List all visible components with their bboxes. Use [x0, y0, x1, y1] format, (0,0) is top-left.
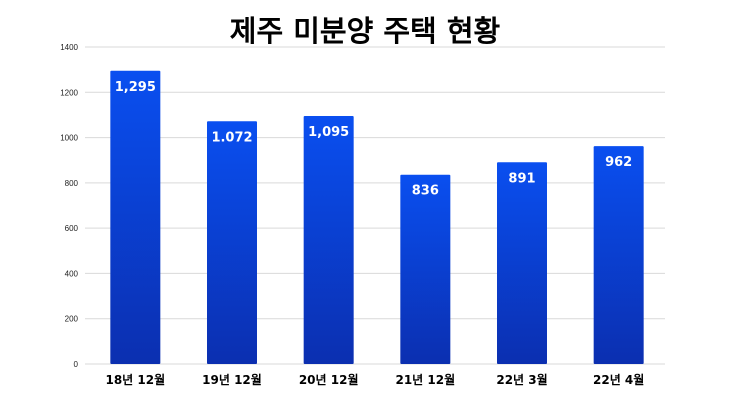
bar-1: [207, 121, 257, 364]
data-label-2: 1,095: [308, 125, 349, 140]
y-axis: 0 200 400 600 800 1000 1200 1400: [60, 43, 78, 369]
category-label-1: 19년 12월: [202, 372, 262, 387]
category-label-0: 18년 12월: [105, 372, 165, 387]
bar-4: [497, 162, 547, 364]
data-label-3: 836: [412, 184, 439, 199]
category-label-2: 20년 12월: [299, 372, 359, 387]
category-label-3: 21년 12월: [395, 372, 455, 387]
bar-0: [110, 70, 161, 365]
data-label-4: 891: [508, 171, 535, 186]
y-tick-label: 1000: [60, 134, 78, 143]
chart-title: 제주 미분양 주택 현황: [229, 14, 501, 48]
y-tick-label: 1200: [60, 88, 78, 97]
data-label-5: 962: [605, 155, 632, 170]
data-label-0: 1,295: [115, 80, 156, 95]
y-tick-label: 600: [65, 224, 79, 233]
x-axis: 18년 12월 19년 12월 20년 12월 21년 12월 22년 3월 22년 4월: [105, 372, 644, 387]
y-tick-label: 0: [74, 360, 79, 369]
bars: [110, 70, 644, 365]
y-tick-label: 200: [65, 315, 79, 324]
y-tick-label: 400: [65, 269, 79, 278]
gridlines: [85, 46, 665, 365]
data-label-1: 1.072: [211, 130, 252, 145]
data-labels: 1,295 1.072 1,095 836 891 962: [115, 80, 632, 199]
bar-3: [400, 174, 451, 364]
bar-5: [593, 146, 644, 364]
category-label-5: 22년 4월: [593, 372, 644, 387]
bar-2: [303, 116, 354, 364]
y-tick-label: 800: [65, 179, 79, 188]
y-tick-label: 1400: [60, 43, 78, 52]
category-label-4: 22년 3월: [496, 372, 547, 387]
